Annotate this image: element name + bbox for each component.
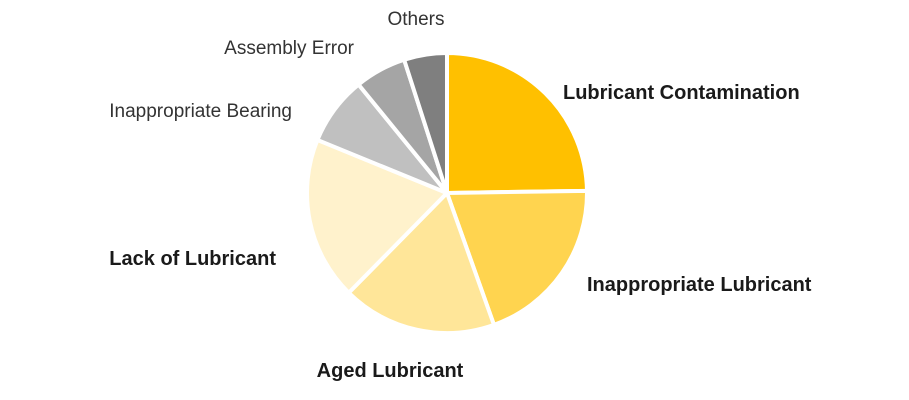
pie-label-lack-of-lubricant: Lack of Lubricant: [109, 248, 276, 270]
pie-label-inappropriate-bearing: Inappropriate Bearing: [109, 101, 292, 122]
pie-slice-lack-of-lubricant: [305, 137, 449, 295]
pie-slice-aged-lubricant: [346, 191, 496, 335]
pie-label-lubricant-contamination: Lubricant Contamination: [563, 82, 800, 104]
pie-label-inappropriate-lubricant: Inappropriate Lubricant: [587, 274, 812, 296]
pie-label-aged-lubricant: Aged Lubricant: [317, 360, 464, 382]
pie-label-assembly-error: Assembly Error: [224, 38, 355, 59]
pie-labels: Lubricant Contamination Inappropriate Lub…: [109, 9, 812, 382]
pie-slice-others: [402, 51, 449, 195]
pie-slices: [305, 51, 589, 335]
pie-slice-inappropriate-lubricant: [445, 188, 589, 327]
pie-label-others: Others: [387, 9, 444, 30]
pie-slice-lubricant-contamination: [445, 51, 589, 195]
